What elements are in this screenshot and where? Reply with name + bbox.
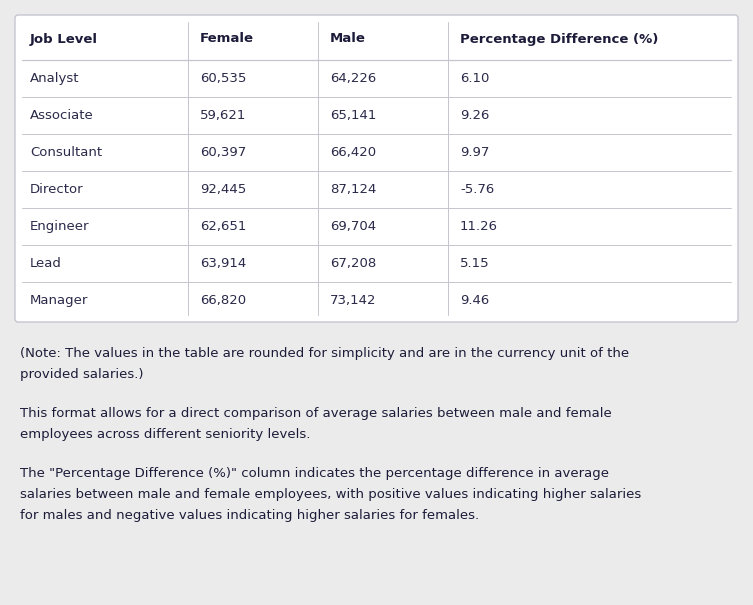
Text: Percentage Difference (%): Percentage Difference (%) — [460, 33, 658, 45]
Text: salaries between male and female employees, with positive values indicating high: salaries between male and female employe… — [20, 488, 642, 501]
Text: Lead: Lead — [30, 257, 62, 270]
Text: for males and negative values indicating higher salaries for females.: for males and negative values indicating… — [20, 509, 479, 522]
Text: employees across different seniority levels.: employees across different seniority lev… — [20, 428, 310, 441]
Text: 11.26: 11.26 — [460, 220, 498, 233]
Text: provided salaries.): provided salaries.) — [20, 368, 144, 381]
Text: Job Level: Job Level — [30, 33, 98, 45]
Text: 66,420: 66,420 — [330, 146, 376, 159]
Text: Engineer: Engineer — [30, 220, 90, 233]
Text: Analyst: Analyst — [30, 72, 80, 85]
FancyBboxPatch shape — [15, 15, 738, 322]
Text: 92,445: 92,445 — [200, 183, 246, 196]
Text: 65,141: 65,141 — [330, 109, 376, 122]
Text: -5.76: -5.76 — [460, 183, 494, 196]
Text: Female: Female — [200, 33, 254, 45]
Text: 69,704: 69,704 — [330, 220, 376, 233]
Text: 73,142: 73,142 — [330, 294, 376, 307]
Text: 9.26: 9.26 — [460, 109, 489, 122]
Text: Male: Male — [330, 33, 366, 45]
Text: 9.97: 9.97 — [460, 146, 489, 159]
Text: 63,914: 63,914 — [200, 257, 246, 270]
Text: 67,208: 67,208 — [330, 257, 376, 270]
Text: 60,535: 60,535 — [200, 72, 246, 85]
Text: 64,226: 64,226 — [330, 72, 376, 85]
Text: 6.10: 6.10 — [460, 72, 489, 85]
Text: 5.15: 5.15 — [460, 257, 489, 270]
Text: The "Percentage Difference (%)" column indicates the percentage difference in av: The "Percentage Difference (%)" column i… — [20, 467, 609, 480]
Text: (Note: The values in the table are rounded for simplicity and are in the currenc: (Note: The values in the table are round… — [20, 347, 629, 360]
Text: 60,397: 60,397 — [200, 146, 246, 159]
Text: Manager: Manager — [30, 294, 88, 307]
Text: This format allows for a direct comparison of average salaries between male and : This format allows for a direct comparis… — [20, 407, 611, 420]
Text: Director: Director — [30, 183, 84, 196]
Text: 87,124: 87,124 — [330, 183, 376, 196]
Text: Consultant: Consultant — [30, 146, 102, 159]
Text: 66,820: 66,820 — [200, 294, 246, 307]
Text: 62,651: 62,651 — [200, 220, 246, 233]
Text: 59,621: 59,621 — [200, 109, 246, 122]
Text: 9.46: 9.46 — [460, 294, 489, 307]
Text: Associate: Associate — [30, 109, 94, 122]
